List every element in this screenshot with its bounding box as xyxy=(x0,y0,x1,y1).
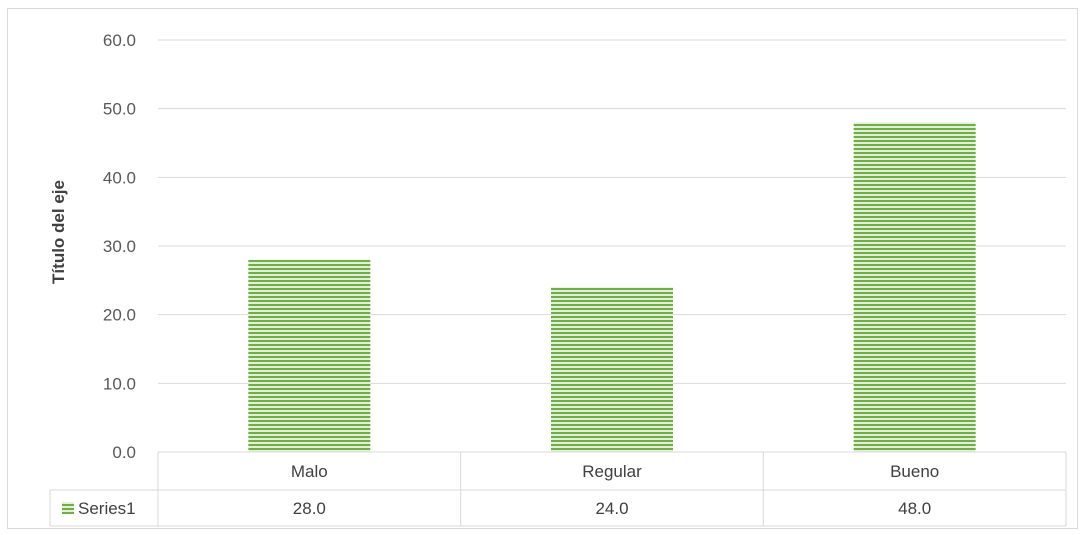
y-tick-label: 0.0 xyxy=(112,443,136,462)
y-tick-label: 20.0 xyxy=(103,306,136,325)
bar-bueno xyxy=(853,122,976,453)
y-tick-label: 50.0 xyxy=(103,100,136,119)
bar-malo xyxy=(248,259,371,452)
legend-series-name: Series1 xyxy=(78,499,136,518)
x-category-label: Bueno xyxy=(890,462,939,481)
bar-regular xyxy=(551,287,673,452)
y-tick-label: 40.0 xyxy=(103,168,136,187)
data-table-value: 24.0 xyxy=(595,499,628,518)
y-axis-ticks: 0.0 10.0 20.0 30.0 40.0 50.0 60.0 xyxy=(103,31,136,462)
y-tick-label: 10.0 xyxy=(103,374,136,393)
data-table-value: 48.0 xyxy=(898,499,931,518)
y-axis-title: Título del eje xyxy=(49,180,68,284)
y-tick-label: 30.0 xyxy=(103,237,136,256)
x-category-label: Malo xyxy=(291,462,328,481)
legend-key-series1 xyxy=(62,502,74,514)
y-tick-label: 60.0 xyxy=(103,31,136,50)
bars xyxy=(248,122,976,453)
data-table: Malo Regular Bueno Series1 28.0 24.0 48.0 xyxy=(49,451,1067,527)
x-category-label: Regular xyxy=(582,462,642,481)
data-table-value: 28.0 xyxy=(293,499,326,518)
